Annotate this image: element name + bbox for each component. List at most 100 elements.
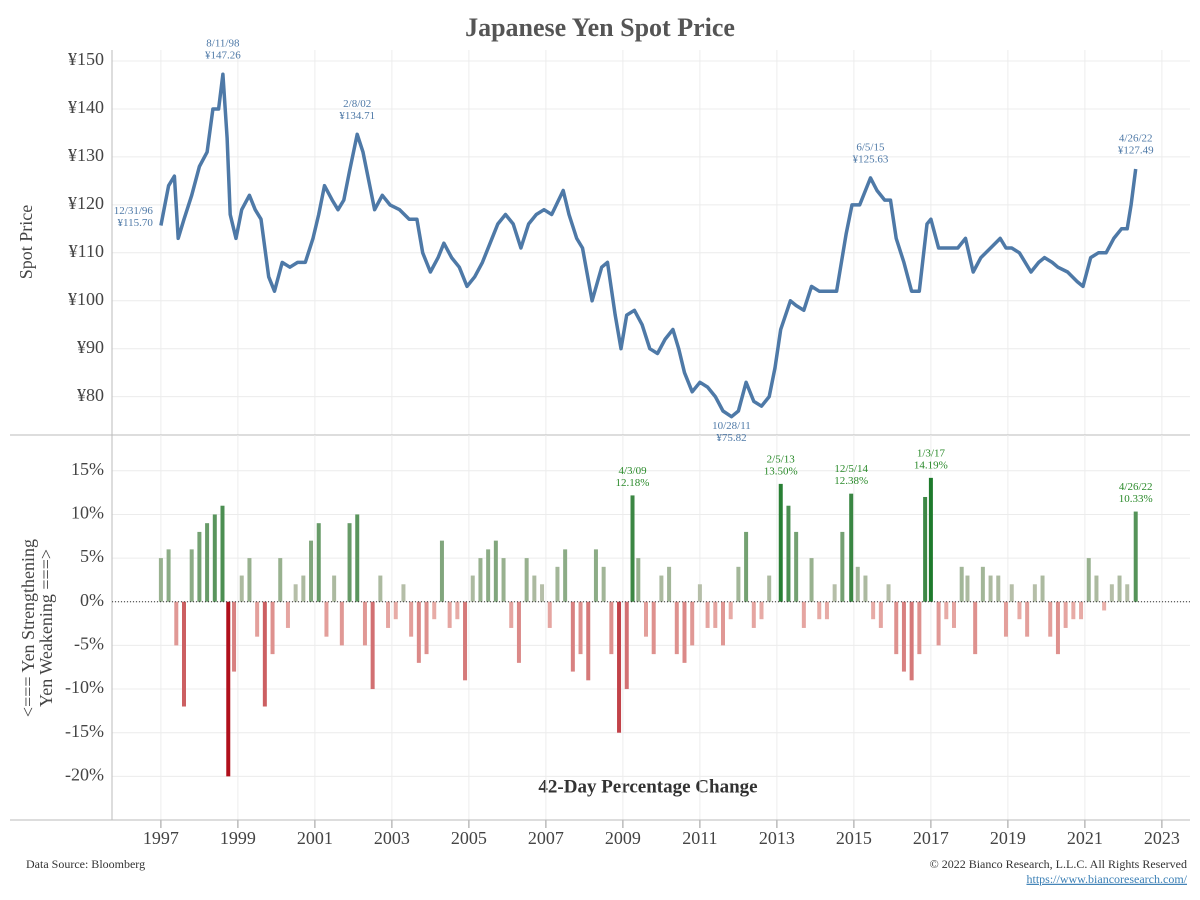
bar — [863, 575, 868, 602]
bar — [409, 601, 414, 637]
bar — [401, 584, 406, 602]
bar — [416, 601, 421, 663]
bar — [1071, 601, 1076, 620]
bar — [424, 601, 429, 655]
bar — [1009, 584, 1014, 602]
annotation-date: 2/5/13 — [767, 453, 796, 465]
bar — [339, 601, 344, 646]
bar — [778, 483, 783, 602]
bar — [486, 549, 491, 602]
bar — [158, 558, 163, 602]
annotation-date: 4/26/22 — [1119, 132, 1153, 144]
bar — [697, 584, 702, 602]
bar — [849, 493, 854, 602]
bar — [973, 601, 978, 655]
x-tick-label: 2009 — [605, 828, 641, 848]
bar — [901, 601, 906, 672]
bar — [232, 601, 237, 672]
bar — [309, 540, 314, 602]
bar — [362, 601, 367, 646]
bar — [601, 566, 606, 602]
bar — [285, 601, 290, 628]
bar — [262, 601, 267, 707]
y-tick-label: ¥130 — [68, 145, 104, 165]
annotation-value: ¥147.26 — [205, 50, 241, 62]
bar — [324, 601, 329, 637]
bar — [1133, 511, 1138, 602]
bar — [1025, 601, 1030, 637]
y-tick-label: -20% — [65, 764, 104, 784]
annotation-date: 6/5/15 — [856, 141, 885, 153]
bar — [624, 601, 629, 690]
bar — [643, 601, 648, 637]
copyright: © 2022 Bianco Research, L.L.C. All Right… — [930, 857, 1187, 871]
bar — [759, 601, 764, 620]
bar — [570, 601, 575, 672]
bar — [1048, 601, 1053, 637]
bar — [996, 575, 1001, 602]
bar — [871, 601, 876, 620]
bar — [212, 514, 217, 602]
bar — [332, 575, 337, 602]
annotation-value: ¥127.49 — [1118, 144, 1154, 156]
bar — [824, 601, 829, 620]
bar — [894, 601, 899, 655]
bar — [493, 540, 498, 602]
bar — [744, 531, 749, 602]
bar — [659, 575, 664, 602]
x-tick-label: 2005 — [451, 828, 487, 848]
bar — [923, 496, 928, 602]
bar — [1003, 601, 1008, 637]
bar — [751, 601, 756, 628]
bar — [270, 601, 275, 655]
x-tick-label: 2021 — [1067, 828, 1103, 848]
x-tick-label: 2001 — [297, 828, 333, 848]
y-tick-label: ¥150 — [68, 49, 104, 69]
bar — [951, 601, 956, 628]
bar — [563, 549, 568, 602]
bar — [239, 575, 244, 602]
bar — [455, 601, 460, 620]
annotation-value: 10.33% — [1119, 493, 1153, 505]
bar — [720, 601, 725, 646]
bar — [278, 558, 283, 602]
bar — [667, 566, 672, 602]
y-tick-label: ¥140 — [68, 97, 104, 117]
bar — [1117, 575, 1122, 602]
bar — [524, 558, 529, 602]
bar — [1125, 584, 1130, 602]
bar — [651, 601, 656, 655]
annotation-date: 2/8/02 — [343, 98, 371, 110]
bar — [301, 575, 306, 602]
bar — [181, 601, 186, 707]
bar — [532, 575, 537, 602]
bar — [174, 601, 179, 646]
bar — [1086, 558, 1091, 602]
x-tick-label: 2019 — [990, 828, 1026, 848]
bar — [705, 601, 710, 628]
annotation-value: ¥75.82 — [716, 432, 746, 444]
x-tick-label: 2003 — [374, 828, 410, 848]
annotation-value: 14.19% — [914, 459, 948, 471]
x-tick-label: 1999 — [220, 828, 256, 848]
bar — [478, 558, 483, 602]
bar — [736, 566, 741, 602]
y-tick-label: ¥90 — [77, 337, 104, 357]
y-tick-label: ¥80 — [77, 385, 104, 405]
bar — [965, 575, 970, 602]
bar — [593, 549, 598, 602]
price-line — [159, 72, 1138, 419]
bar — [728, 601, 733, 620]
link[interactable]: https://www.biancoresearch.com/ — [1026, 872, 1187, 886]
bar — [980, 566, 985, 602]
bar — [316, 523, 321, 602]
y-tick-label: ¥120 — [68, 193, 104, 213]
bar — [578, 601, 583, 655]
x-tick-label: 1997 — [143, 828, 179, 848]
bar — [347, 523, 352, 602]
y-tick-label: -15% — [65, 721, 104, 741]
y-tick-label: 15% — [71, 459, 104, 479]
y-tick-label: ¥110 — [69, 241, 104, 261]
bar — [817, 601, 822, 620]
annotation-value: 13.50% — [764, 465, 798, 477]
